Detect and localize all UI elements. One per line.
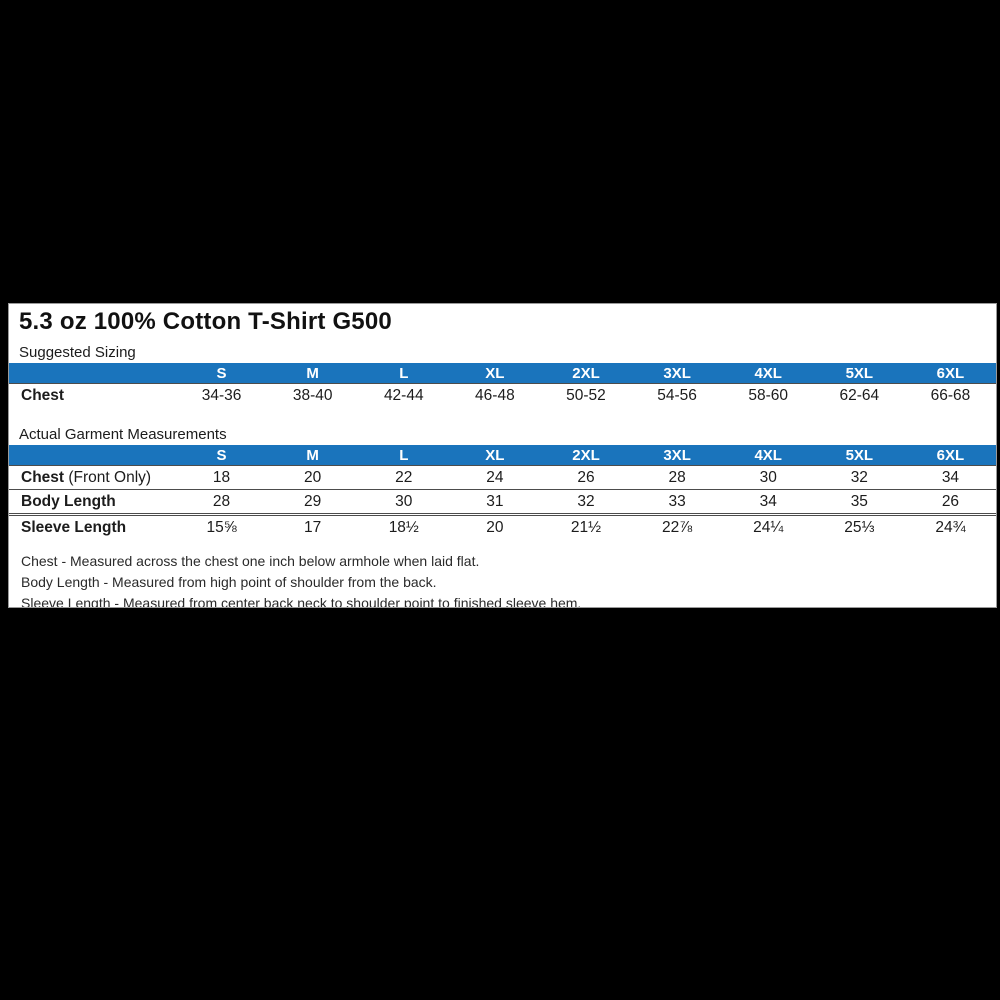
measurement-cell: 18 <box>212 468 231 486</box>
measurement-cell: 18½ <box>388 518 419 536</box>
table-row-body-length: Body Length 28 29 30 31 32 33 34 35 26 <box>9 489 996 515</box>
size-column-header: S <box>176 445 268 466</box>
measurement-cell: 26 <box>941 492 960 510</box>
measurement-cell: 20 <box>304 468 322 486</box>
measurement-cell: 30 <box>759 468 777 486</box>
size-column-header: 2XL <box>540 363 632 384</box>
measurement-cell: 20 <box>486 518 504 536</box>
size-column-header: 4XL <box>722 445 814 466</box>
size-column-header: 4XL <box>722 363 814 384</box>
footnote-chest: Chest - Measured across the chest one in… <box>21 553 480 569</box>
measurement-cell: 54-56 <box>657 386 697 404</box>
size-header-row: S M L XL 2XL 3XL 4XL 5XL 6XL <box>9 445 996 466</box>
size-header-row: S M L XL 2XL 3XL 4XL 5XL 6XL <box>9 363 996 384</box>
measurement-cell: 30 <box>395 492 413 510</box>
row-label: Chest <box>21 386 65 404</box>
footnote-body-length: Body Length - Measured from high point o… <box>21 574 437 590</box>
measurement-cell: 24 <box>486 468 504 486</box>
suggested-sizing-table: S M L XL 2XL 3XL 4XL 5XL 6XL Chest 34-36… <box>9 363 996 407</box>
size-column-header: 6XL <box>904 363 996 384</box>
measurement-cell: 29 <box>304 492 322 510</box>
measurement-cell: 34 <box>941 468 960 486</box>
size-column-header: 3XL <box>631 445 723 466</box>
measurement-cell: 24¾ <box>935 518 966 536</box>
page-title: 5.3 oz 100% Cotton T-Shirt G500 <box>19 308 392 335</box>
size-column-header: XL <box>449 445 541 466</box>
measurement-cell: 28 <box>212 492 231 510</box>
size-column-header: 5XL <box>813 363 905 384</box>
table-row-sleeve-length: Sleeve Length 15⅝ 17 18½ 20 21½ 22⅞ 24¼ … <box>9 514 996 540</box>
size-column-header: 6XL <box>904 445 996 466</box>
size-column-header: S <box>176 363 268 384</box>
measurement-cell: 22 <box>395 468 413 486</box>
measurement-cell: 42-44 <box>383 386 424 404</box>
footnote-sleeve-length: Sleeve Length - Measured from center bac… <box>21 595 582 608</box>
size-column-header: M <box>267 363 359 384</box>
measurement-cell: 34-36 <box>201 386 242 404</box>
size-column-header: L <box>358 445 450 466</box>
row-label: Sleeve Length <box>21 518 127 536</box>
garment-measurements-label: Actual Garment Measurements <box>19 426 227 443</box>
size-column-header: XL <box>449 363 541 384</box>
measurement-cell: 31 <box>486 492 504 510</box>
measurement-cell: 35 <box>850 492 868 510</box>
measurement-cell: 32 <box>577 492 595 510</box>
measurement-cell: 62-64 <box>839 386 880 404</box>
measurement-cell: 28 <box>668 468 686 486</box>
measurement-cell: 46-48 <box>475 386 515 404</box>
measurement-cell: 58-60 <box>748 386 789 404</box>
measurement-cell: 32 <box>850 468 868 486</box>
measurement-cell: 38-40 <box>292 386 333 404</box>
measurement-cell: 25⅓ <box>844 518 875 536</box>
measurement-cell: 24¼ <box>753 518 784 536</box>
garment-measurements-table: S M L XL 2XL 3XL 4XL 5XL 6XL Chest (Fron… <box>9 445 996 539</box>
measurement-cell: 34 <box>759 492 777 510</box>
suggested-sizing-label: Suggested Sizing <box>19 344 136 361</box>
measurement-cell: 21½ <box>570 518 602 536</box>
row-label: Body Length <box>21 492 116 510</box>
size-column-header: 5XL <box>813 445 905 466</box>
measurement-cell: 17 <box>304 518 322 536</box>
measurement-cell: 66-68 <box>930 386 971 404</box>
size-column-header: M <box>267 445 359 466</box>
size-header-empty <box>9 363 176 384</box>
size-chart-panel: 5.3 oz 100% Cotton T-Shirt G500 Suggeste… <box>8 303 997 608</box>
size-column-header: 3XL <box>631 363 723 384</box>
size-header-empty <box>9 445 176 466</box>
measurement-cell: 22⅞ <box>662 518 693 536</box>
size-column-header: 2XL <box>540 445 632 466</box>
measurement-footnotes: Chest - Measured across the chest one in… <box>9 539 996 608</box>
row-label: Chest (Front Only) <box>21 468 152 486</box>
measurement-cell: 33 <box>668 492 686 510</box>
table-row-chest-front-only: Chest (Front Only) 18 20 22 24 26 28 30 … <box>9 465 996 490</box>
table-row-chest: Chest 34-36 38-40 42-44 46-48 50-52 54-5… <box>9 383 996 408</box>
measurement-cell: 26 <box>577 468 595 486</box>
measurement-cell: 50-52 <box>566 386 606 404</box>
size-column-header: L <box>358 363 450 384</box>
measurement-cell: 15⅝ <box>206 518 237 536</box>
